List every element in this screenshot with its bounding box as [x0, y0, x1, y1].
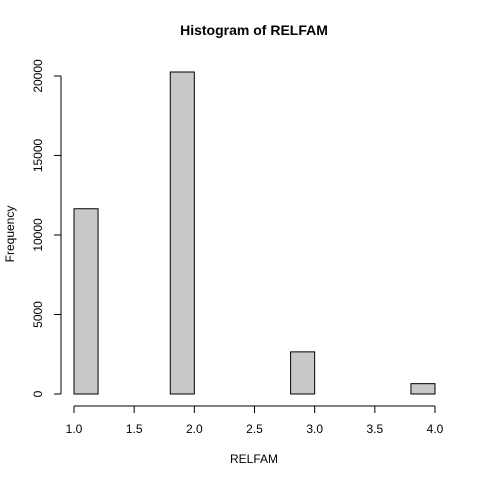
chart-title: Histogram of RELFAM	[180, 22, 328, 38]
histogram-bar	[290, 351, 316, 395]
x-axis-label: RELFAM	[230, 452, 278, 466]
y-tick-label: 10000	[31, 218, 45, 252]
histogram-bar	[410, 383, 436, 395]
x-tick-label: 3.5	[366, 422, 383, 436]
x-tick-label: 1.0	[66, 422, 83, 436]
histogram-bar	[73, 208, 99, 395]
y-axis: 0 5000 10000 15000 20000	[31, 59, 62, 397]
bars-group	[73, 71, 436, 395]
x-tick-label: 2.0	[186, 422, 203, 436]
y-tick-label: 5000	[31, 301, 45, 328]
x-axis: 1.0 1.5 2.0 2.5 3.0 3.5 4.0	[66, 405, 444, 436]
x-tick-label: 2.5	[246, 422, 263, 436]
x-tick-label: 1.5	[126, 422, 143, 436]
y-tick-label: 0	[31, 390, 45, 397]
y-axis-label: Frequency	[3, 206, 17, 263]
x-tick-label: 4.0	[427, 422, 444, 436]
histogram-bar	[169, 71, 195, 395]
x-tick-label: 3.0	[306, 422, 323, 436]
y-tick-label: 20000	[31, 59, 45, 93]
y-tick-label: 15000	[31, 138, 45, 172]
